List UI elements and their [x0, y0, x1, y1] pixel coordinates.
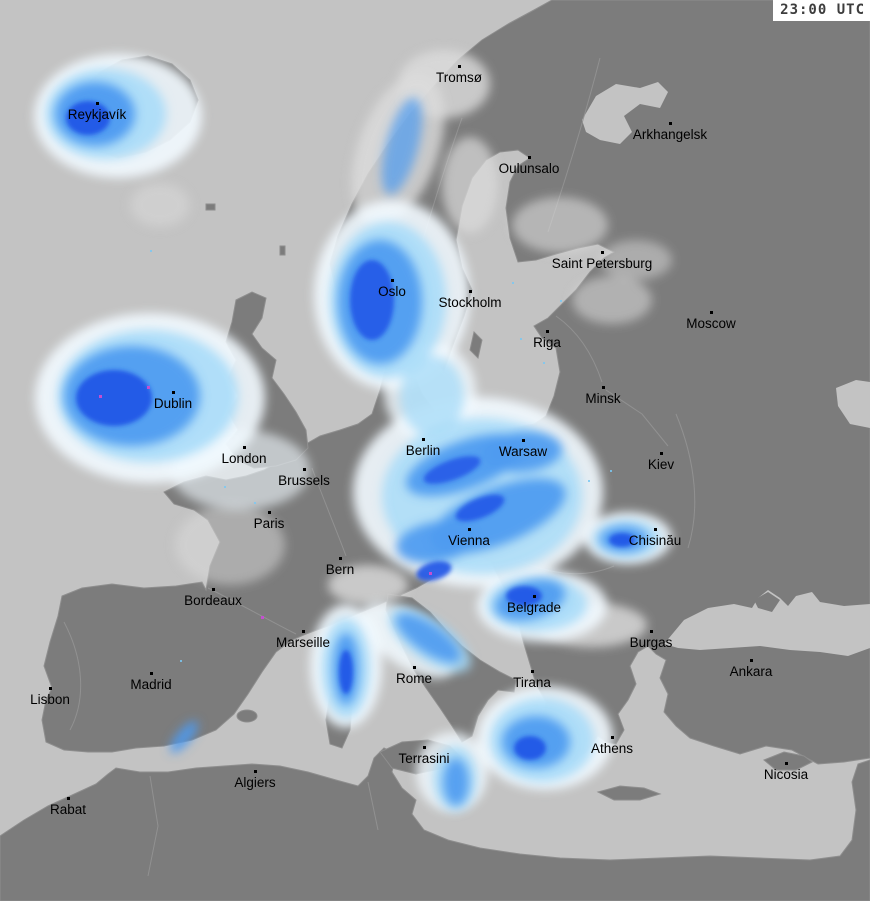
white-sea — [582, 82, 668, 144]
island-faroe — [205, 203, 216, 211]
island-shetland — [279, 245, 286, 256]
precip-heavy-layer — [66, 101, 635, 760]
island-mallorca — [236, 709, 258, 723]
island-crete — [596, 785, 662, 801]
island-gotland — [469, 331, 483, 359]
island-cyprus — [763, 751, 813, 771]
precip-accents-layer — [99, 250, 612, 662]
crimea-peninsula — [754, 592, 780, 612]
inland-seas-group — [582, 82, 870, 656]
landmass-africa — [0, 747, 870, 901]
timestamp-badge: 23:00 UTC — [773, 0, 870, 21]
black-sea — [664, 590, 870, 656]
caspian-sea — [836, 380, 870, 428]
